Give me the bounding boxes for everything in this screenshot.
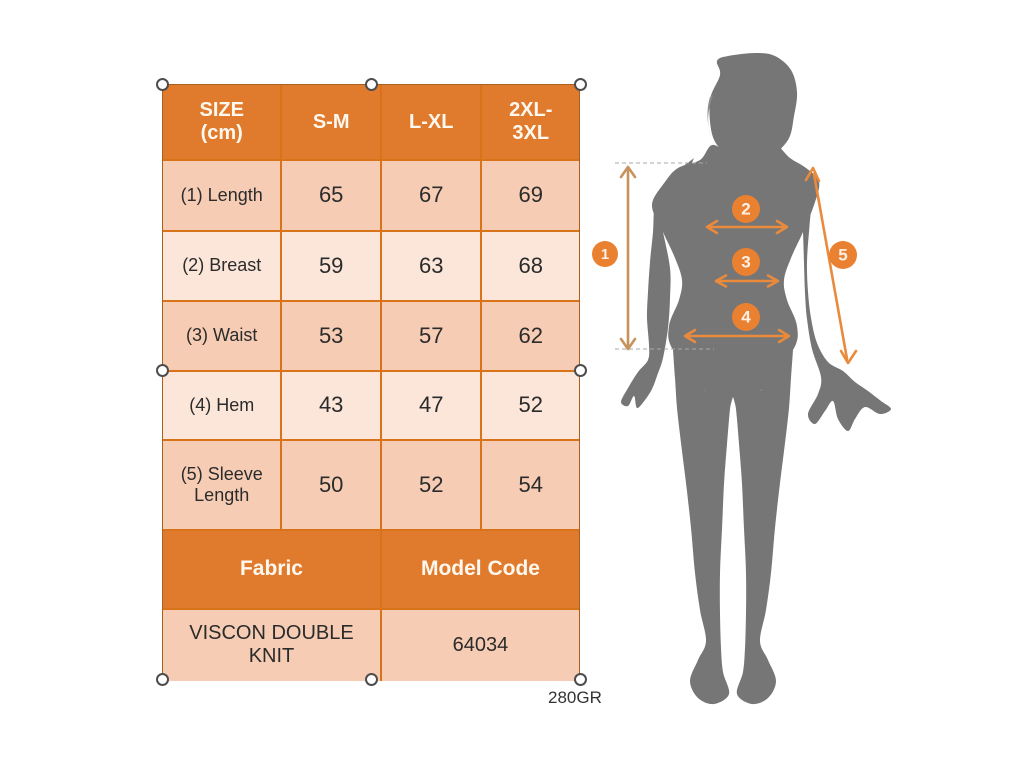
svg-text:3: 3 [741,253,750,272]
svg-text:2: 2 [741,200,750,219]
svg-text:1: 1 [601,246,609,263]
svg-text:4: 4 [741,308,751,327]
svg-text:5: 5 [838,246,847,265]
